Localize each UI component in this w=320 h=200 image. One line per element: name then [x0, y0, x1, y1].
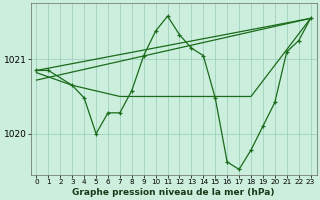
X-axis label: Graphe pression niveau de la mer (hPa): Graphe pression niveau de la mer (hPa) [72, 188, 275, 197]
